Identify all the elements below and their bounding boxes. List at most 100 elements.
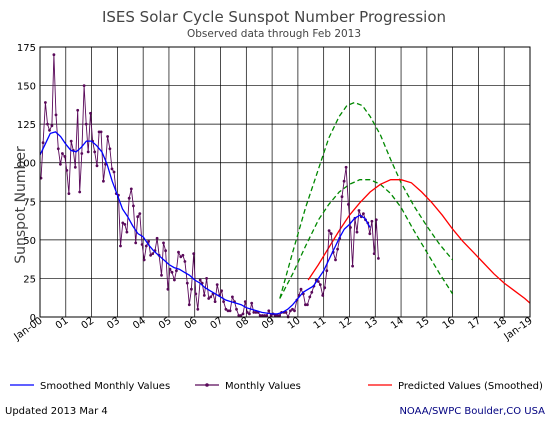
- prediction-bound-line-3: [279, 101, 454, 299]
- monthly-point: [170, 270, 174, 274]
- monthly-point: [102, 179, 105, 183]
- monthly-point: [252, 311, 256, 314]
- y-tick-label: 150: [17, 82, 36, 93]
- monthly-point: [299, 287, 303, 291]
- monthly-point: [372, 252, 376, 256]
- monthly-point: [237, 314, 241, 317]
- monthly-point: [220, 289, 224, 293]
- monthly-point: [181, 253, 185, 257]
- monthly-point: [306, 303, 309, 307]
- monthly-point: [374, 218, 378, 222]
- monthly-point: [179, 255, 183, 259]
- monthly-point: [136, 215, 140, 219]
- monthly-point: [187, 303, 191, 307]
- x-tick-label: 17: [466, 315, 483, 331]
- y-tick-label: 50: [23, 236, 36, 247]
- monthly-point: [377, 257, 380, 260]
- monthly-point: [196, 307, 200, 311]
- x-tick-label: 13: [363, 315, 380, 331]
- plot-frame: [39, 46, 531, 318]
- y-tick-label: 175: [17, 43, 36, 54]
- monthly-point: [119, 244, 122, 248]
- x-tick-label: 15: [415, 315, 432, 331]
- monthly-point: [284, 311, 288, 314]
- monthly-point: [106, 135, 109, 138]
- monthly-point: [162, 241, 165, 245]
- monthly-point: [231, 295, 234, 299]
- monthly-point: [323, 286, 327, 290]
- monthly-point: [147, 240, 151, 243]
- monthly-point: [86, 150, 90, 154]
- monthly-point: [293, 309, 296, 313]
- monthly-point: [166, 287, 170, 291]
- monthly-point: [241, 312, 245, 316]
- monthly-point: [267, 309, 271, 313]
- monthly-point: [269, 314, 273, 317]
- monthly-point: [50, 124, 54, 128]
- monthly-point: [276, 314, 279, 317]
- monthly-point: [198, 278, 202, 282]
- monthly-point: [177, 250, 180, 254]
- monthly-point: [245, 311, 249, 314]
- monthly-point: [351, 264, 354, 268]
- monthly-point: [59, 162, 62, 166]
- monthly-point: [183, 260, 187, 263]
- monthly-point: [349, 226, 352, 229]
- monthly-point: [110, 167, 114, 171]
- monthly-point: [263, 314, 266, 317]
- x-tick-label: 12: [337, 315, 354, 331]
- predicted-line: [307, 179, 531, 304]
- monthly-point: [334, 258, 337, 262]
- monthly-point: [61, 152, 64, 155]
- monthly-point: [368, 232, 372, 236]
- monthly-point: [327, 229, 331, 233]
- monthly-point: [173, 278, 176, 282]
- monthly-point: [222, 300, 226, 303]
- legend: Smoothed Monthly Values Monthly Values Pre…: [10, 381, 543, 392]
- monthly-point: [318, 283, 322, 286]
- monthly-point: [213, 300, 217, 303]
- monthly-point: [260, 314, 264, 317]
- monthly-point: [125, 230, 129, 234]
- monthly-point: [52, 53, 56, 57]
- monthly-point: [370, 219, 374, 223]
- monthly-point: [239, 314, 243, 317]
- monthly-point: [336, 247, 339, 251]
- monthly-point: [190, 287, 193, 291]
- monthly-point: [355, 230, 359, 234]
- x-tick-label: 16: [441, 315, 458, 331]
- monthly-point: [149, 253, 153, 257]
- monthly-point: [321, 294, 325, 297]
- x-tick-label: 04: [131, 315, 148, 331]
- legend-label: Smoothed Monthly Values: [40, 381, 170, 392]
- monthly-point: [194, 292, 198, 296]
- monthly-point: [205, 277, 209, 280]
- legend-label: Predicted Values (Smoothed): [398, 381, 543, 392]
- x-tick-label: 09: [260, 315, 277, 331]
- y-ticks: 0 25 50 75 100 125 150 175: [17, 43, 36, 324]
- x-tick-label: 02: [80, 315, 97, 331]
- monthly-point: [151, 252, 155, 256]
- monthly-point: [228, 309, 232, 313]
- monthly-point: [63, 155, 67, 158]
- monthly-point: [138, 212, 142, 216]
- monthly-point: [67, 192, 71, 196]
- y-tick-label: 25: [23, 274, 36, 285]
- x-tick-label: 11: [312, 315, 329, 331]
- monthly-point: [41, 141, 45, 145]
- monthly-point: [73, 165, 77, 169]
- y-tick-label: 75: [23, 197, 36, 208]
- x-tick-label: 07: [209, 315, 226, 331]
- monthly-point: [224, 307, 228, 311]
- x-tick-label: 18: [492, 315, 509, 331]
- monthly-point: [144, 244, 148, 248]
- monthly-point: [258, 314, 262, 317]
- monthly-point: [69, 139, 73, 143]
- monthly-point: [93, 150, 97, 154]
- monthly-point: [273, 314, 277, 317]
- monthly-point: [121, 221, 125, 225]
- y-axis-label: Sunspot Number: [13, 146, 29, 264]
- monthly-point: [226, 309, 230, 313]
